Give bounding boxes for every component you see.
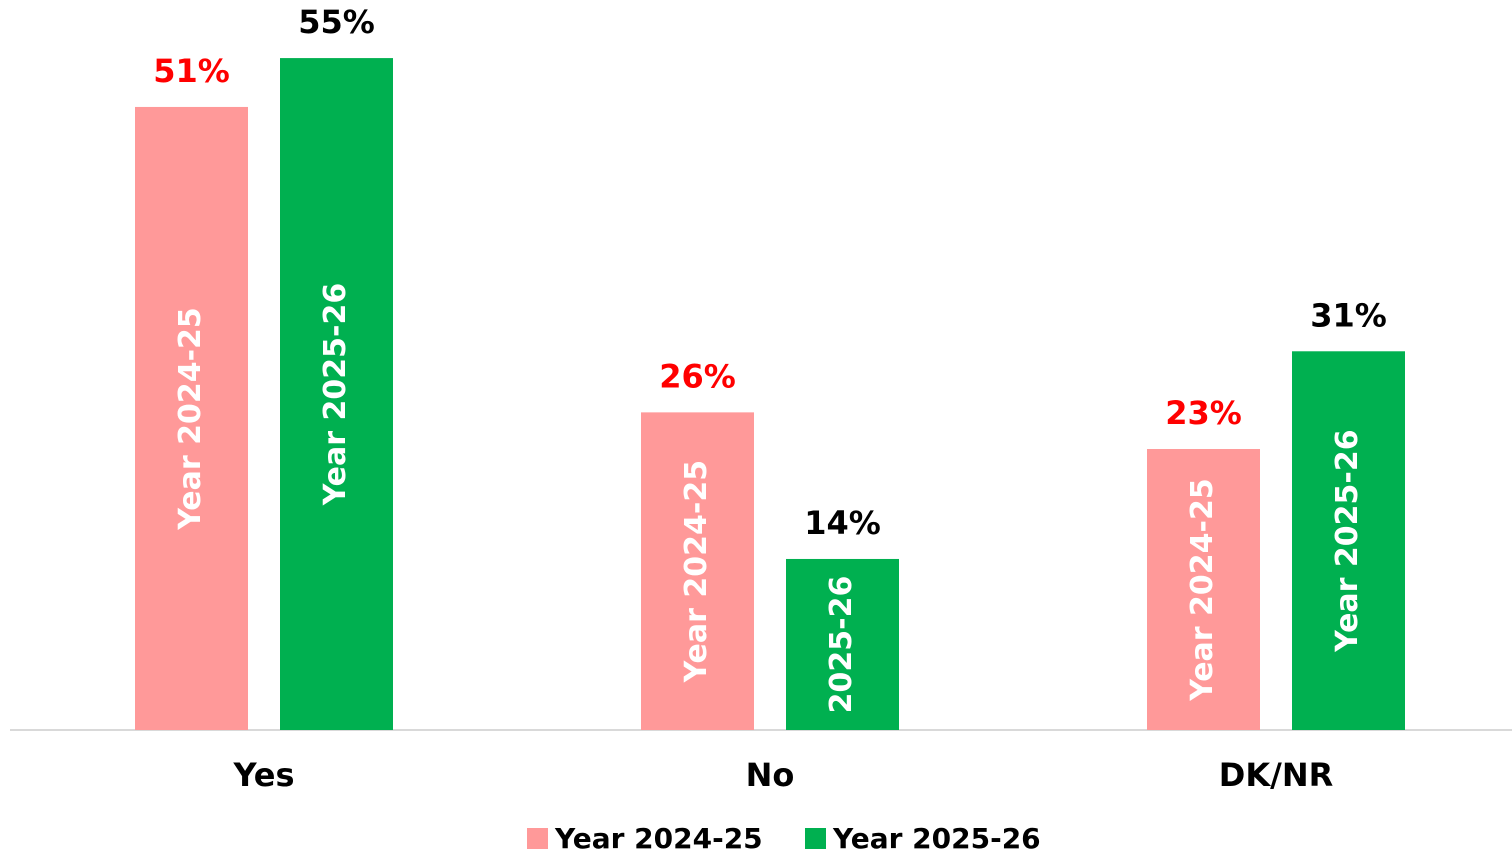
x-tick-label: Yes: [233, 756, 295, 794]
bar: [641, 412, 754, 730]
legend-label: Year 2025-26: [832, 822, 1041, 855]
bar: [135, 106, 248, 730]
bar-label: Year 2024-25: [173, 307, 208, 530]
bar-label: 2025-26: [824, 576, 859, 714]
x-tick-label: No: [746, 756, 795, 794]
bar: [1292, 351, 1405, 730]
value-label: 23%: [1165, 394, 1242, 432]
value-label: 51%: [153, 52, 230, 90]
value-label: 55%: [298, 3, 375, 41]
bar-label: Year 2024-25: [679, 460, 714, 684]
legend-swatch: [527, 828, 548, 849]
bar-label: Year 2025-26: [318, 283, 353, 507]
bar: [1147, 449, 1260, 730]
value-label: 14%: [804, 504, 881, 542]
bar: [786, 558, 899, 730]
bar-label: Year 2025-26: [1330, 429, 1365, 653]
value-label: 31%: [1310, 296, 1387, 334]
value-label: 26%: [659, 357, 736, 395]
legend-label: Year 2024-25: [554, 822, 763, 855]
bar-label: Year 2024-25: [1185, 478, 1220, 702]
bar: [280, 58, 393, 731]
legend-swatch: [805, 828, 826, 849]
x-tick-label: DK/NR: [1219, 756, 1333, 794]
